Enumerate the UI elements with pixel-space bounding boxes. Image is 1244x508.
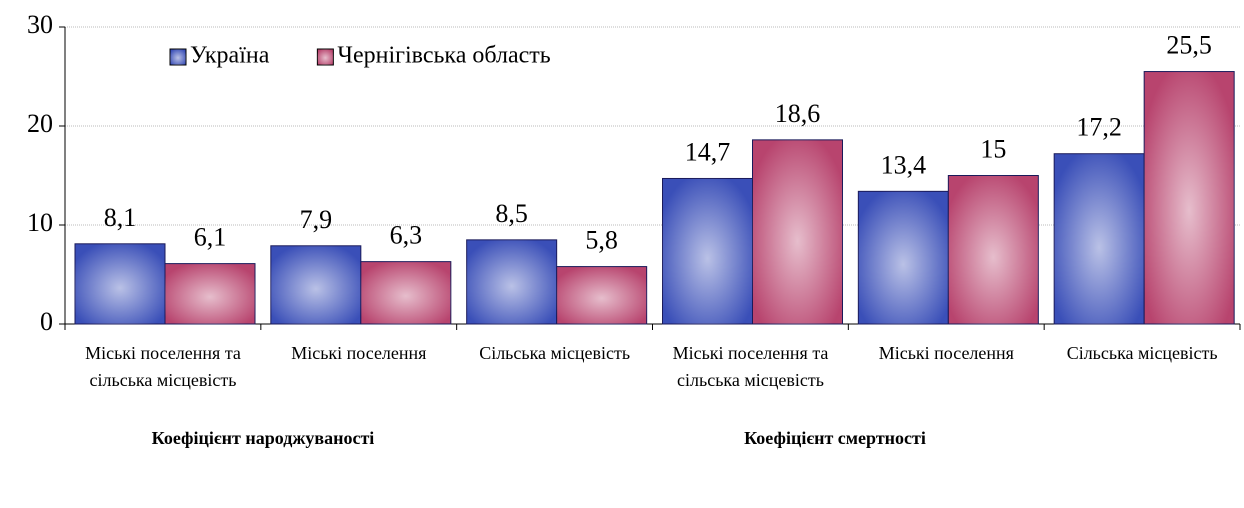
value-label: 13,4 <box>881 150 927 179</box>
legend-label: Україна <box>190 43 270 69</box>
group-label: Коефіцієнт народжуваності <box>151 428 375 448</box>
x-tick-label: Сільська місцевість <box>479 343 631 363</box>
value-label: 15 <box>980 134 1006 163</box>
x-tick-label: Сільська місцевість <box>1066 343 1218 363</box>
bar-shine <box>858 191 949 324</box>
x-tick-label: Міські поселення <box>878 343 1014 363</box>
y-tick-label: 10 <box>27 208 53 237</box>
bar-shine <box>1054 153 1145 324</box>
value-label: 25,5 <box>1166 31 1212 60</box>
bar-shine <box>270 245 361 324</box>
legend-swatch-shine <box>317 49 334 65</box>
value-label: 5,8 <box>585 226 618 255</box>
y-tick-label: 30 <box>27 10 53 39</box>
x-tick-label: Міські поселення та сільська місцевість <box>85 343 241 390</box>
bar-shine <box>556 266 647 324</box>
bar-shine <box>466 239 557 324</box>
group-label: Коефіцієнт смертності <box>744 428 926 448</box>
bar-shine <box>75 243 165 324</box>
legend-label: Чернігівська область <box>337 43 550 69</box>
bar-shine <box>662 178 753 324</box>
bar-shine <box>752 139 843 324</box>
value-label: 6,3 <box>390 221 423 250</box>
bar-shine <box>360 261 451 324</box>
bar-shine <box>948 175 1039 324</box>
value-label: 17,2 <box>1076 113 1122 142</box>
legend-swatch-shine <box>170 49 186 65</box>
x-tick-label: Міські поселення та сільська місцевість <box>672 343 829 390</box>
value-label: 6,1 <box>194 223 227 252</box>
bar-shine <box>165 263 255 324</box>
value-label: 7,9 <box>300 205 333 234</box>
y-tick-label: 0 <box>40 307 53 336</box>
value-label: 8,1 <box>104 203 137 232</box>
value-label: 8,5 <box>495 199 528 228</box>
x-tick-label: Міські поселення <box>291 343 427 363</box>
value-label: 14,7 <box>685 137 731 166</box>
y-tick-label: 20 <box>27 109 53 138</box>
bar-shine <box>1144 71 1235 324</box>
value-label: 18,6 <box>775 99 821 128</box>
